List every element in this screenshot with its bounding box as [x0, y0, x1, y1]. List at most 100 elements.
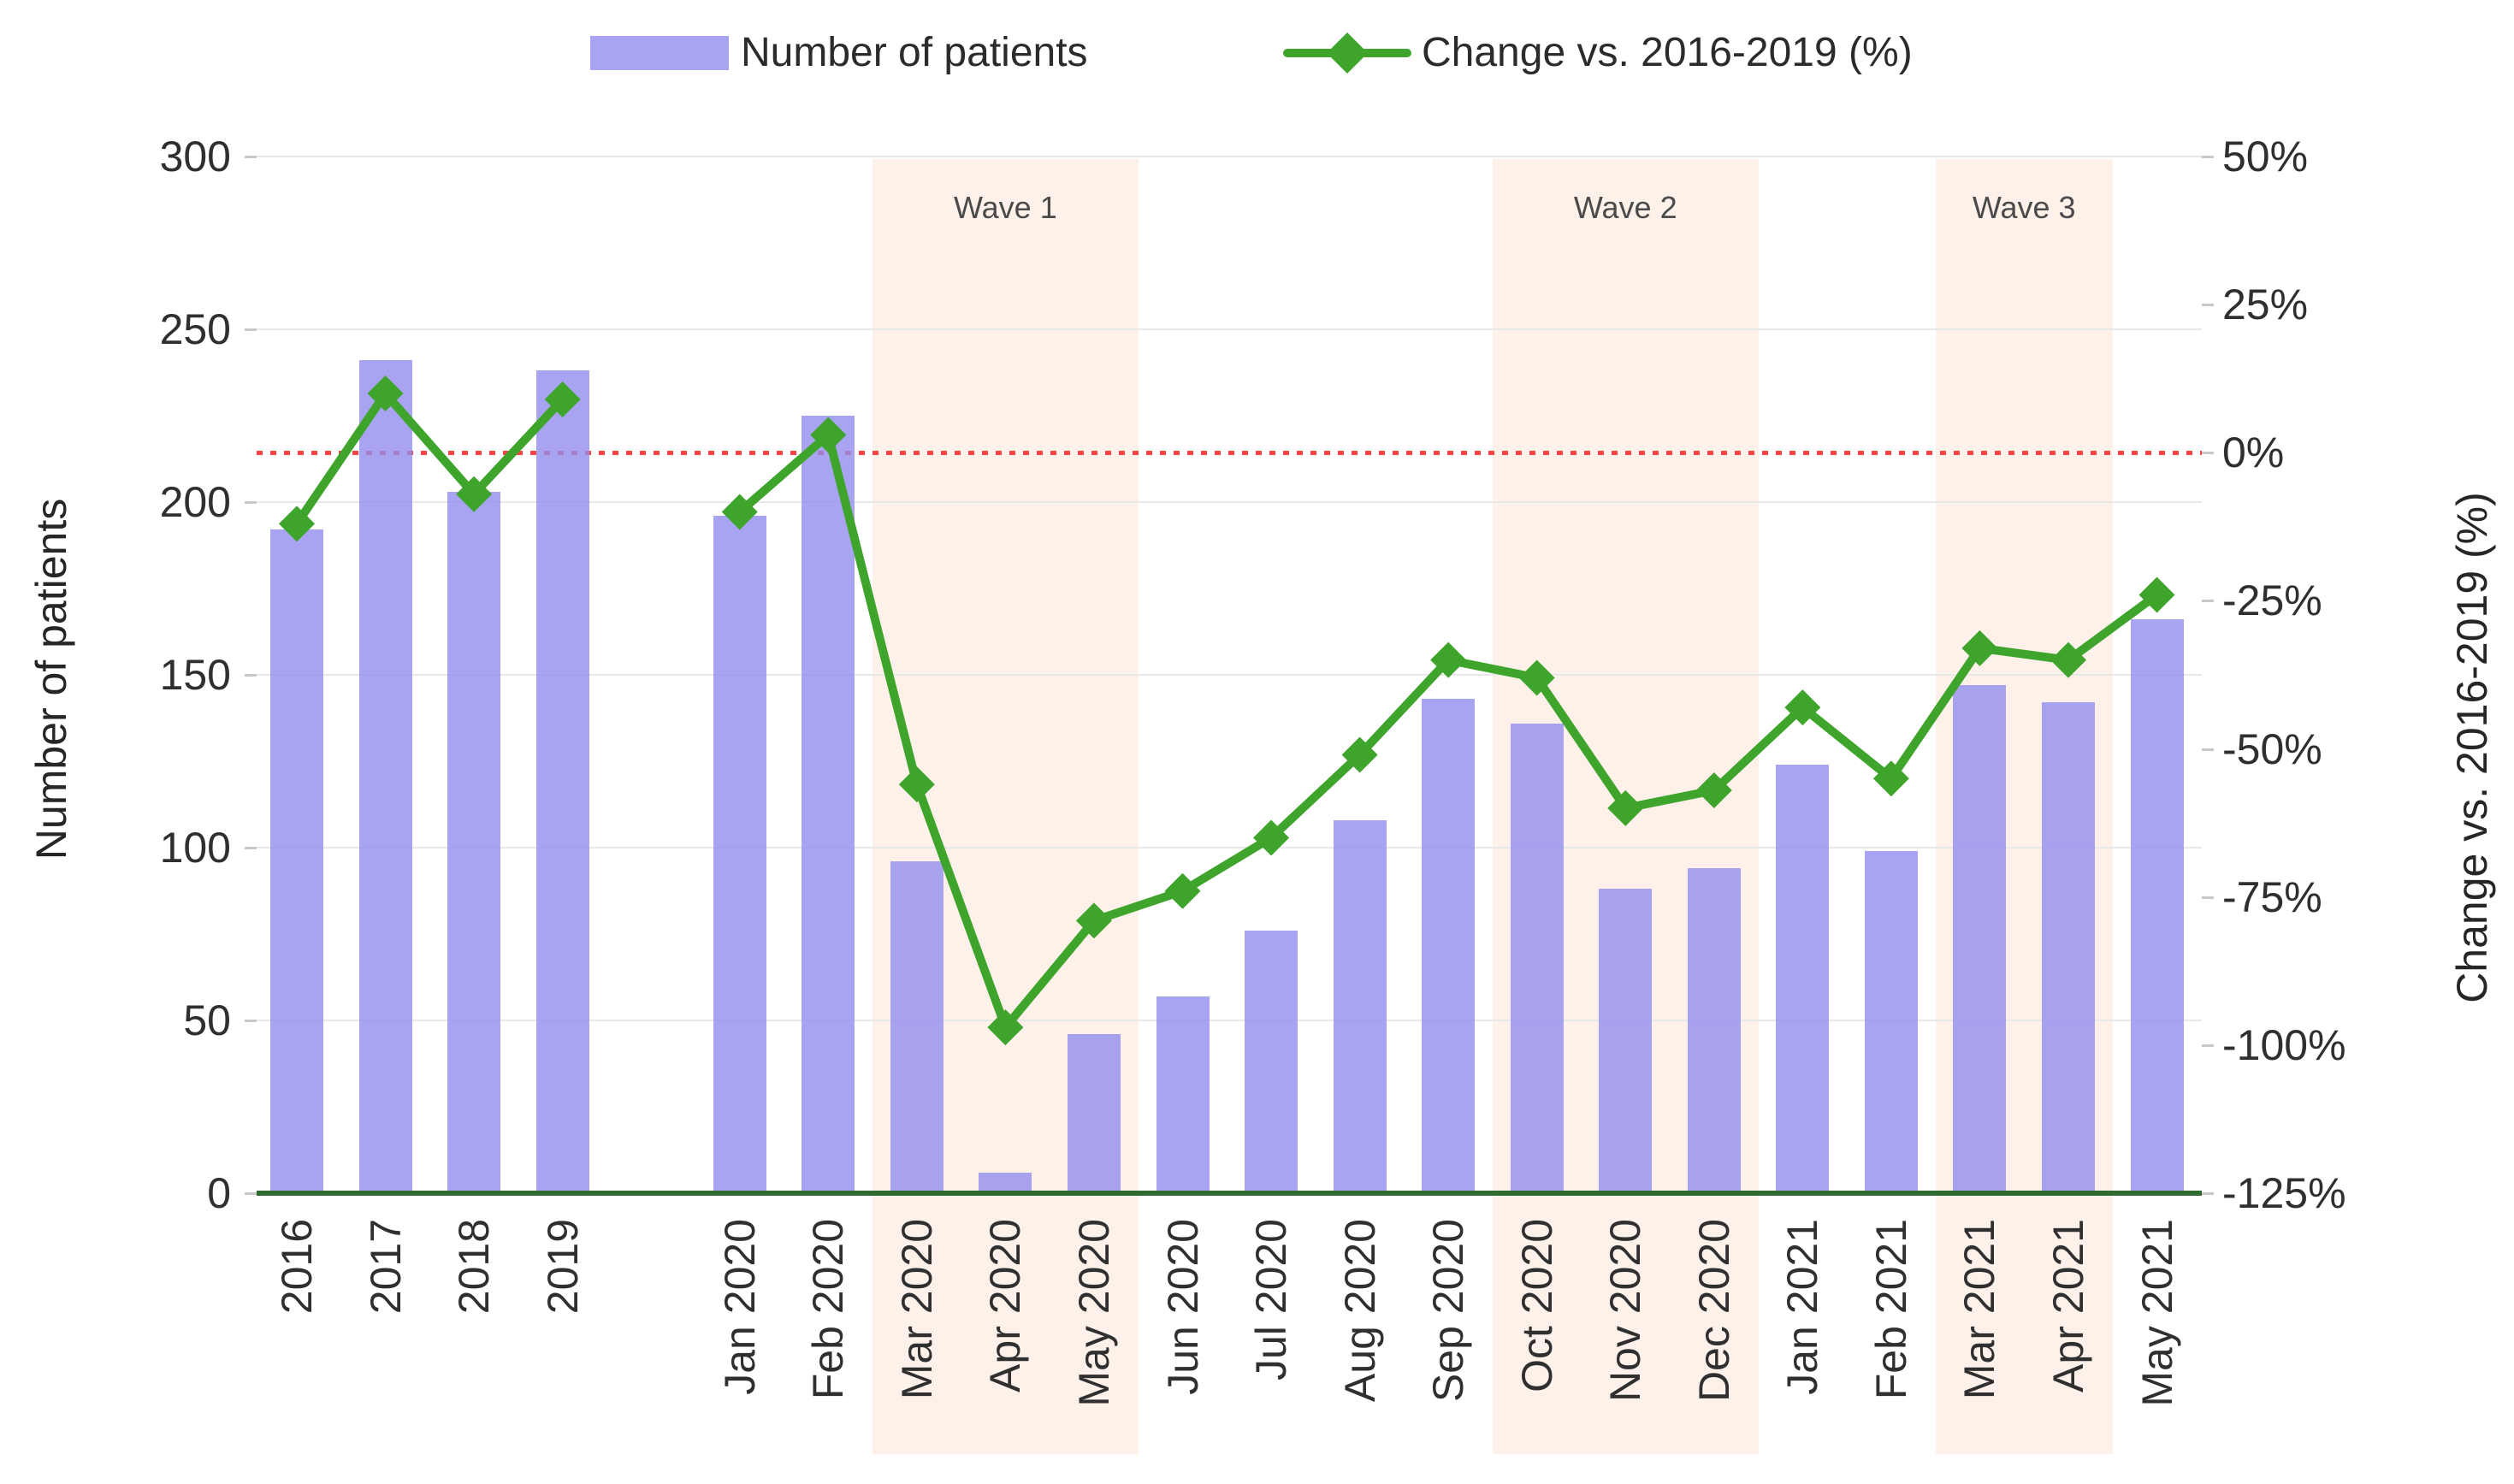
right-axis-tick — [2202, 452, 2214, 455]
diamond-marker-nov-2020 — [1607, 789, 1644, 826]
bar-may-2020 — [1067, 1034, 1121, 1193]
right-axis-tick-label: 25% — [2222, 281, 2309, 329]
x-tick-label: Feb 2021 — [1866, 1219, 1915, 1400]
change-line-segment — [736, 430, 2160, 1032]
wave-label-3: Wave 3 — [1972, 190, 2076, 225]
x-tick-label: Mar 2021 — [1955, 1219, 2004, 1400]
right-axis-tick — [2202, 304, 2214, 307]
diamond-marker-2017 — [367, 375, 404, 412]
left-axis-tick — [245, 156, 257, 158]
left-axis-tick — [245, 1192, 257, 1195]
right-axis-tick — [2202, 156, 2214, 158]
diamond-marker-2018 — [456, 476, 493, 512]
right-axis-tick — [2202, 1192, 2214, 1195]
wave-label-2: Wave 2 — [1573, 190, 1677, 225]
x-tick-label: 2019 — [538, 1219, 587, 1315]
left-axis-tick-label: 50 — [183, 996, 231, 1044]
bar-feb-2020 — [802, 416, 855, 1193]
left-axis-tick — [245, 674, 257, 677]
x-tick-label: 2016 — [273, 1219, 321, 1315]
left-axis-tick — [245, 847, 257, 849]
x-tick-label: Oct 2020 — [1512, 1219, 1561, 1392]
x-tick-label: 2017 — [361, 1219, 410, 1315]
diamond-marker-sep-2020 — [1430, 641, 1467, 678]
x-tick-label: Jul 2020 — [1247, 1219, 1296, 1381]
left-axis-tick-label: 100 — [159, 824, 231, 872]
x-tick-label: Feb 2020 — [804, 1219, 853, 1400]
diamond-marker-apr-2020 — [987, 1009, 1024, 1046]
right-axis-tick — [2202, 1044, 2214, 1047]
right-axis-tick — [2202, 748, 2214, 751]
chart-legend: Number of patients Change vs. 2016-2019 … — [0, 12, 2514, 75]
x-tick-label: Dec 2020 — [1689, 1219, 1738, 1403]
left-axis-tick-label: 150 — [159, 651, 231, 699]
x-axis-baseline — [257, 1191, 2202, 1196]
wave-band-1 — [873, 159, 1139, 1454]
x-tick-label: Jan 2021 — [1778, 1219, 1827, 1395]
x-tick-label: 2018 — [450, 1219, 499, 1315]
bar-jan-2021 — [1776, 765, 1830, 1193]
gridline — [257, 674, 2202, 676]
bar-nov-2020 — [1599, 889, 1653, 1193]
diamond-marker-dec-2020 — [1695, 772, 1732, 809]
diamond-marker-mar-2020 — [898, 766, 935, 803]
bar-2018 — [447, 491, 501, 1193]
diamond-marker-mar-2021 — [1961, 630, 1998, 666]
right-axis-title: Change vs. 2016-2019 (%) — [2448, 492, 2496, 1003]
x-tick-label: Nov 2020 — [1601, 1219, 1650, 1403]
bar-jan-2020 — [713, 516, 766, 1193]
bar-apr-2020 — [979, 1172, 1032, 1193]
left-axis-tick — [245, 501, 257, 504]
left-axis-tick-label: 300 — [159, 133, 231, 180]
x-tick-label: Apr 2020 — [981, 1219, 1030, 1392]
bar-2019 — [535, 370, 589, 1193]
left-axis-title: Number of patients — [27, 498, 75, 860]
x-tick-label: May 2021 — [2132, 1219, 2181, 1407]
x-tick-label: Apr 2021 — [2044, 1219, 2092, 1392]
legend-bar-label: Number of patients — [741, 30, 1088, 75]
bar-sep-2020 — [1422, 699, 1476, 1193]
bar-jun-2020 — [1156, 996, 1210, 1193]
change-line-segment — [293, 389, 566, 527]
right-axis-tick-label: -50% — [2222, 724, 2322, 773]
right-axis-tick — [2202, 896, 2214, 899]
gridline — [257, 501, 2202, 503]
left-axis-tick-label: 0 — [207, 1169, 231, 1217]
bar-dec-2020 — [1687, 868, 1741, 1193]
x-tick-label: Jun 2020 — [1158, 1219, 1207, 1395]
right-axis-tick-label: -100% — [2222, 1020, 2346, 1069]
bar-feb-2021 — [1864, 851, 1918, 1193]
left-axis-tick — [245, 1020, 257, 1022]
diamond-marker-jan-2020 — [721, 494, 758, 530]
x-tick-label: Jan 2020 — [715, 1219, 764, 1395]
diamond-marker-apr-2021 — [2050, 641, 2086, 678]
right-axis-tick-label: -25% — [2222, 576, 2322, 625]
bar-may-2021 — [2130, 619, 2184, 1193]
right-axis-tick-label: -75% — [2222, 872, 2322, 921]
gridline — [257, 1020, 2202, 1021]
x-tick-label: Mar 2020 — [892, 1219, 941, 1400]
diamond-marker-jan-2021 — [1784, 689, 1821, 726]
gridline — [257, 156, 2202, 157]
x-tick-label: Aug 2020 — [1335, 1219, 1384, 1403]
bar-mar-2020 — [890, 861, 943, 1193]
gridline — [257, 328, 2202, 330]
bar-jul-2020 — [1245, 930, 1298, 1193]
x-tick-label: May 2020 — [1069, 1219, 1118, 1407]
left-axis-tick-label: 200 — [159, 478, 231, 526]
bar-oct-2020 — [1510, 723, 1564, 1193]
wave-label-1: Wave 1 — [954, 190, 1057, 225]
bar-2016 — [270, 529, 323, 1193]
right-axis-tick-label: -125% — [2222, 1169, 2346, 1217]
diamond-marker-feb-2020 — [810, 417, 847, 453]
diamond-marker-may-2021 — [2138, 576, 2175, 613]
diamond-marker-may-2020 — [1075, 902, 1112, 939]
legend-line-label: Change vs. 2016-2019 (%) — [1422, 30, 1913, 75]
legend-bar-swatch-icon — [590, 36, 729, 70]
bar-apr-2021 — [2042, 702, 2095, 1193]
diamond-marker-jun-2020 — [1164, 872, 1201, 909]
right-axis-tick-label: 50% — [2222, 133, 2309, 180]
bar-mar-2021 — [1953, 685, 2007, 1193]
diamond-marker-2016 — [279, 506, 315, 542]
